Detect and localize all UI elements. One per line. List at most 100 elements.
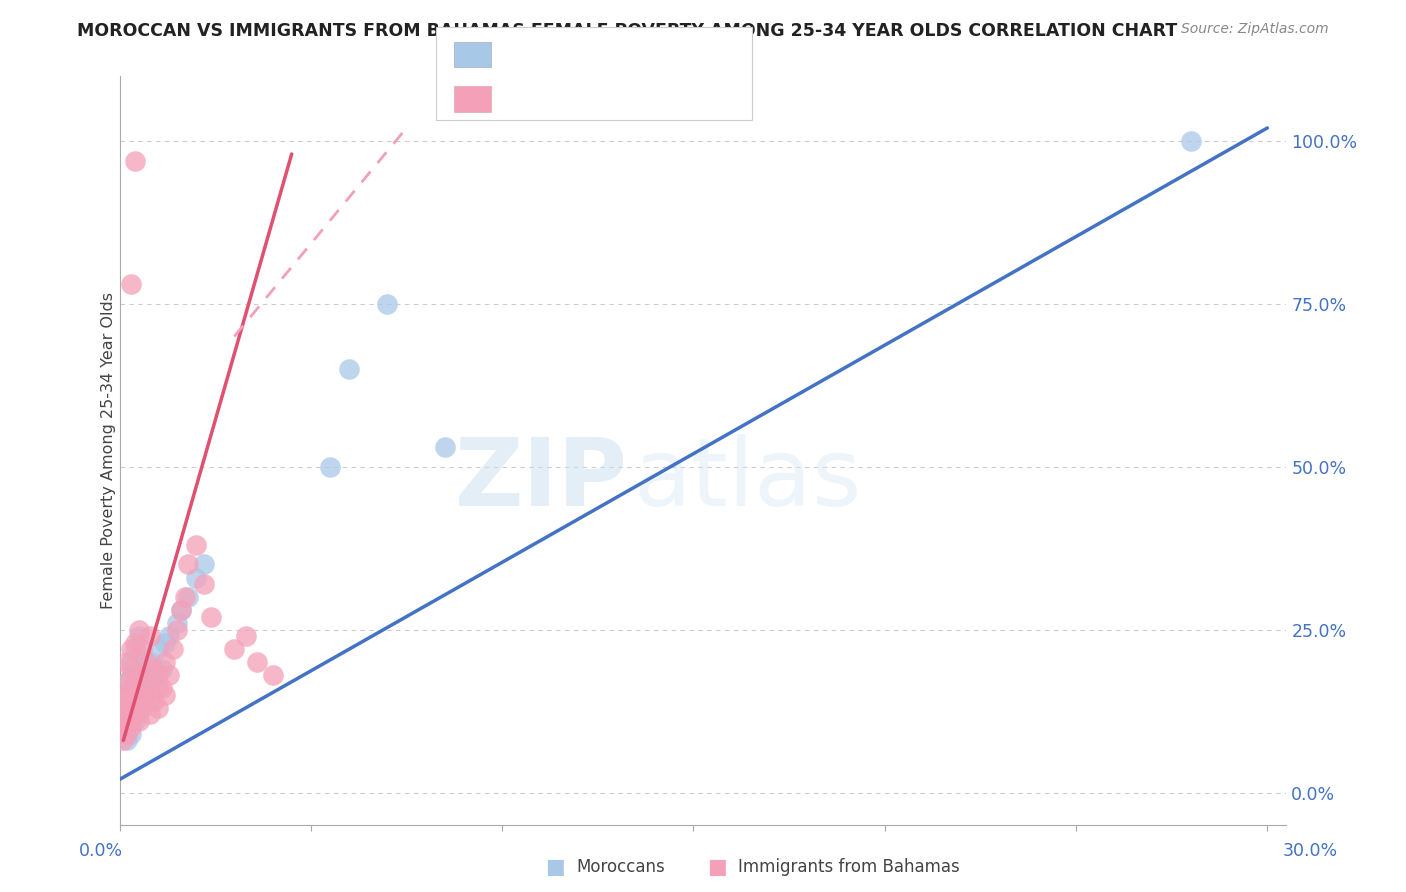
Point (120, 277, 142, 292)
Point (131, 688, 153, 702)
Text: Moroccans: Moroccans (576, 858, 665, 876)
Point (1180, 134, 1202, 148)
Point (193, 577, 215, 591)
Point (262, 668, 284, 682)
Text: 0.809: 0.809 (536, 46, 593, 64)
Point (120, 642, 142, 657)
Point (120, 668, 142, 682)
Point (124, 153, 146, 168)
Point (173, 590, 195, 604)
Point (139, 629, 162, 643)
Point (115, 714, 138, 728)
Point (120, 662, 142, 676)
Point (124, 635, 146, 649)
Text: R =: R = (496, 46, 536, 64)
Text: ■: ■ (707, 857, 727, 877)
Point (157, 668, 180, 682)
Point (135, 688, 157, 702)
Point (166, 623, 188, 637)
Point (142, 694, 165, 708)
Point (433, 440, 456, 454)
Text: 0.0%: 0.0% (79, 842, 124, 860)
Point (112, 720, 135, 734)
Point (128, 668, 150, 682)
Point (124, 688, 146, 702)
Point (155, 655, 177, 669)
Point (131, 648, 153, 663)
Point (120, 681, 142, 696)
Text: ■: ■ (546, 857, 565, 877)
Point (146, 642, 169, 657)
Point (128, 623, 150, 637)
Text: N =: N = (602, 90, 641, 108)
Text: N =: N = (602, 46, 641, 64)
Point (112, 701, 135, 715)
Point (142, 662, 165, 676)
Point (146, 701, 169, 715)
Point (146, 681, 169, 696)
Point (155, 635, 177, 649)
Point (170, 603, 193, 617)
Point (157, 629, 180, 643)
Point (131, 642, 153, 657)
Point (128, 701, 150, 715)
Point (115, 655, 138, 669)
Point (162, 642, 184, 657)
Point (115, 727, 138, 741)
Point (375, 297, 398, 311)
Point (120, 720, 142, 734)
Text: 51: 51 (640, 90, 665, 108)
Text: Source: ZipAtlas.com: Source: ZipAtlas.com (1181, 22, 1329, 37)
Point (146, 668, 169, 682)
Point (128, 694, 150, 708)
Point (166, 616, 188, 631)
Point (115, 674, 138, 689)
Point (128, 629, 150, 643)
Point (120, 701, 142, 715)
Point (139, 694, 162, 708)
Point (139, 655, 162, 669)
Point (224, 642, 246, 657)
Text: Immigrants from Bahamas: Immigrants from Bahamas (738, 858, 960, 876)
Point (170, 603, 193, 617)
Point (135, 674, 157, 689)
Text: ZIP: ZIP (454, 434, 627, 526)
Point (112, 720, 135, 734)
Point (124, 642, 146, 657)
Point (135, 655, 157, 669)
Point (131, 701, 153, 715)
Text: R =: R = (496, 90, 536, 108)
Point (200, 609, 222, 624)
Point (120, 694, 142, 708)
Point (115, 694, 138, 708)
Point (124, 681, 146, 696)
Point (177, 558, 200, 572)
Point (115, 707, 138, 722)
Point (193, 558, 215, 572)
Point (115, 733, 138, 747)
Point (115, 674, 138, 689)
Point (142, 668, 165, 682)
Point (150, 681, 173, 696)
Point (112, 733, 135, 747)
Point (112, 707, 135, 722)
Point (235, 629, 257, 643)
Point (177, 590, 200, 604)
Point (112, 688, 135, 702)
Point (319, 459, 342, 474)
Text: 0.730: 0.730 (536, 90, 592, 108)
Point (128, 714, 150, 728)
Point (139, 681, 162, 696)
Point (150, 662, 173, 676)
Point (124, 707, 146, 722)
Y-axis label: Female Poverty Among 25-34 Year Olds: Female Poverty Among 25-34 Year Olds (101, 292, 115, 609)
Point (124, 714, 146, 728)
Text: MOROCCAN VS IMMIGRANTS FROM BAHAMAS FEMALE POVERTY AMONG 25-34 YEAR OLDS CORRELA: MOROCCAN VS IMMIGRANTS FROM BAHAMAS FEMA… (77, 22, 1178, 40)
Point (128, 668, 150, 682)
Point (131, 674, 153, 689)
Text: 37: 37 (640, 46, 665, 64)
Point (337, 362, 360, 376)
Point (115, 688, 138, 702)
Point (246, 655, 269, 669)
Point (120, 727, 142, 741)
